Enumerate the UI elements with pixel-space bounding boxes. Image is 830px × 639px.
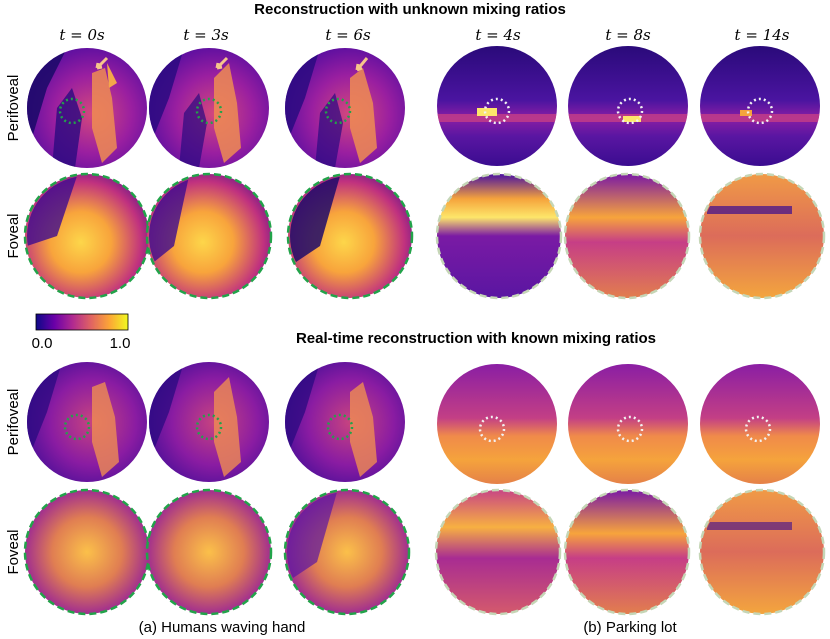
colorbar-min-label: 0.0 bbox=[32, 335, 53, 352]
row-label-foveal-bottom: Foveal bbox=[5, 529, 22, 574]
image-human-perifoveal-t0 bbox=[27, 48, 147, 168]
image-human-perifoveal-t3 bbox=[149, 48, 269, 168]
time-label-human-2: t = 6s bbox=[325, 26, 371, 44]
bottom-panel-title: Real-time reconstruction with known mixi… bbox=[296, 330, 656, 347]
image-human-foveal-t3 bbox=[145, 172, 273, 300]
row-label-perifoveal-bottom: Perifoveal bbox=[5, 389, 22, 456]
colorbar-gradient bbox=[35, 313, 129, 331]
caption-b: (b) Parking lot bbox=[583, 619, 677, 636]
colorbar: 0.0 1.0 bbox=[32, 313, 131, 352]
image-human-perifoveal-t3-realtime bbox=[149, 362, 269, 482]
image-parking-foveal-t4 bbox=[435, 172, 563, 300]
image-parking-perifoveal-t4 bbox=[437, 46, 557, 166]
image-human-perifoveal-t6 bbox=[285, 48, 405, 168]
image-human-foveal-t6 bbox=[286, 172, 414, 300]
colorbar-max-label: 1.0 bbox=[110, 335, 131, 352]
row-label-foveal-top: Foveal bbox=[5, 213, 22, 258]
image-human-foveal-t3-realtime bbox=[145, 488, 273, 616]
image-human-foveal-t6-realtime bbox=[283, 488, 411, 616]
image-parking-foveal-t14-realtime bbox=[698, 488, 826, 616]
image-human-perifoveal-t0-realtime bbox=[27, 362, 147, 482]
time-label-human-1: t = 3s bbox=[183, 26, 229, 44]
image-parking-foveal-t14 bbox=[698, 172, 826, 300]
time-label-parking-1: t = 8s bbox=[605, 26, 651, 44]
image-human-perifoveal-t6-realtime bbox=[285, 362, 405, 482]
time-label-parking-0: t = 4s bbox=[475, 26, 521, 44]
image-parking-perifoveal-t4-realtime bbox=[437, 364, 557, 484]
image-parking-foveal-t8-realtime bbox=[563, 488, 691, 616]
time-label-human-0: t = 0s bbox=[59, 26, 105, 44]
image-parking-perifoveal-t8-realtime bbox=[568, 364, 688, 484]
image-parking-perifoveal-t14 bbox=[700, 46, 820, 166]
caption-a: (a) Humans waving hand bbox=[139, 619, 306, 636]
image-parking-foveal-t4-realtime bbox=[434, 488, 562, 616]
image-parking-perifoveal-t8 bbox=[568, 46, 688, 166]
image-parking-perifoveal-t14-realtime bbox=[700, 364, 820, 484]
image-parking-foveal-t8 bbox=[563, 172, 691, 300]
time-label-parking-2: t = 14s bbox=[735, 26, 790, 44]
image-human-foveal-t0 bbox=[23, 172, 151, 300]
top-panel-title: Reconstruction with unknown mixing ratio… bbox=[254, 1, 566, 18]
row-label-perifoveal-top: Perifoveal bbox=[5, 75, 22, 142]
image-human-foveal-t0-realtime bbox=[23, 488, 151, 616]
